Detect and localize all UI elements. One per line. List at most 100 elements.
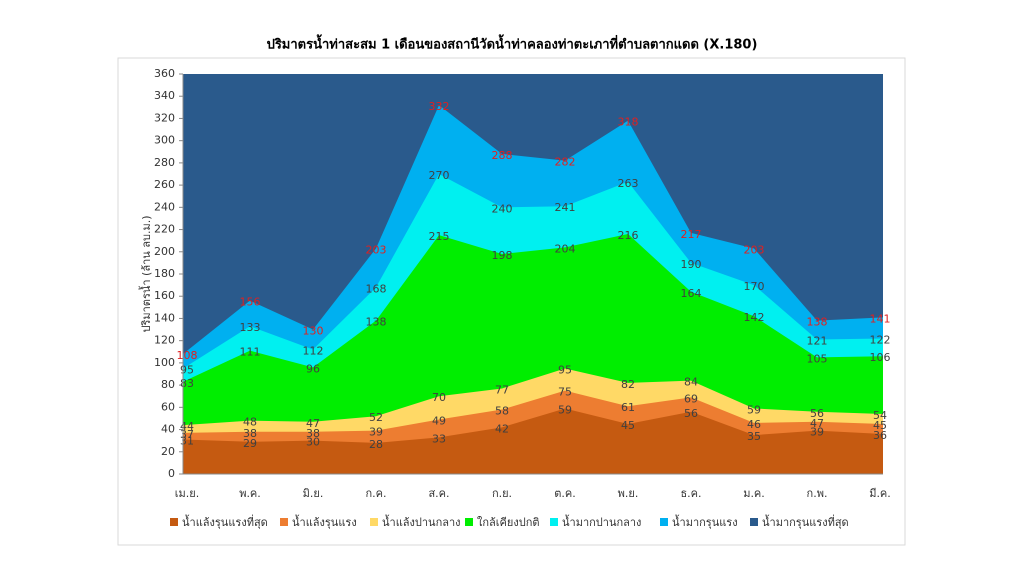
data-label: 105 xyxy=(807,352,828,365)
y-tick-label: 200 xyxy=(154,245,175,258)
data-label: 121 xyxy=(807,335,828,348)
data-label: 54 xyxy=(873,409,887,422)
data-label: 216 xyxy=(618,229,639,242)
x-tick-label: ส.ค. xyxy=(428,487,449,500)
data-label: 170 xyxy=(744,280,765,293)
y-tick-label: 300 xyxy=(154,134,175,147)
y-tick-label: 260 xyxy=(154,178,175,191)
y-axis-label: ปริมาตรน้ำ (ล้าน ลบ.ม.) xyxy=(138,215,153,332)
data-label: 138 xyxy=(807,316,828,329)
x-tick-label: พ.ค. xyxy=(239,487,261,500)
data-label: 96 xyxy=(306,362,320,375)
data-label: 35 xyxy=(747,430,761,443)
data-label: 168 xyxy=(366,282,387,295)
x-tick-label: เม.ย. xyxy=(175,487,199,500)
data-label: 29 xyxy=(243,437,257,450)
data-label: 198 xyxy=(492,249,513,262)
data-label: 263 xyxy=(618,177,639,190)
data-label: 47 xyxy=(810,417,824,430)
data-label: 332 xyxy=(429,100,450,113)
data-label: 111 xyxy=(240,346,261,359)
data-label: 39 xyxy=(369,426,383,439)
data-label: 69 xyxy=(684,392,698,405)
data-label: 217 xyxy=(681,228,702,241)
data-label: 215 xyxy=(429,230,450,243)
legend-swatch xyxy=(750,518,758,526)
data-label: 203 xyxy=(366,243,387,256)
data-label: 133 xyxy=(240,321,261,334)
data-label: 203 xyxy=(744,243,765,256)
y-tick-label: 100 xyxy=(154,356,175,369)
y-tick-label: 60 xyxy=(161,400,175,413)
y-tick-label: 0 xyxy=(168,467,175,480)
legend-label: น้ำมากปานกลาง xyxy=(562,514,641,529)
data-label: 45 xyxy=(621,419,635,432)
legend-swatch xyxy=(550,518,558,526)
data-label: 270 xyxy=(429,169,450,182)
y-tick-label: 220 xyxy=(154,223,175,236)
legend-swatch xyxy=(465,518,473,526)
data-label: 83 xyxy=(180,377,194,390)
data-label: 61 xyxy=(621,401,635,414)
data-label: 38 xyxy=(243,427,257,440)
legend-swatch xyxy=(370,518,378,526)
data-label: 33 xyxy=(432,432,446,445)
data-label: 59 xyxy=(747,403,761,416)
legend-label: น้ำมากรุนแรง xyxy=(672,514,738,529)
y-tick-label: 40 xyxy=(161,423,175,436)
y-tick-label: 140 xyxy=(154,311,175,324)
y-tick-label: 360 xyxy=(154,67,175,80)
legend-swatch xyxy=(660,518,668,526)
legend-label: น้ำแล้งปานกลาง xyxy=(382,514,461,529)
legend-label: น้ำแล้งรุนแรงที่สุด xyxy=(182,514,268,529)
x-tick-label: ก.ค. xyxy=(365,487,386,500)
data-label: 288 xyxy=(492,149,513,162)
data-label: 318 xyxy=(618,116,639,129)
data-label: 241 xyxy=(555,201,576,214)
y-tick-label: 120 xyxy=(154,334,175,347)
data-label: 52 xyxy=(369,411,383,424)
data-label: 141 xyxy=(870,312,891,325)
x-tick-label: มิ.ย. xyxy=(303,487,324,500)
x-tick-label: ต.ค. xyxy=(554,487,576,500)
data-label: 240 xyxy=(492,202,513,215)
x-tick-label: พ.ย. xyxy=(618,487,639,500)
data-label: 38 xyxy=(306,427,320,440)
y-tick-label: 340 xyxy=(154,89,175,102)
legend-label: น้ำมากรุนแรงที่สุด xyxy=(762,514,849,529)
data-label: 56 xyxy=(684,407,698,420)
data-label: 30 xyxy=(306,436,320,449)
data-label: 45 xyxy=(873,419,887,432)
data-label: 59 xyxy=(558,403,572,416)
area xyxy=(183,408,883,474)
data-label: 48 xyxy=(243,416,257,429)
y-tick-label: 80 xyxy=(161,378,175,391)
legend-swatch xyxy=(170,518,178,526)
data-label: 164 xyxy=(681,287,702,300)
x-tick-label: มี.ค. xyxy=(869,487,891,500)
data-label: 108 xyxy=(177,349,198,362)
chart-title: ปริมาตรน้ำท่าสะสม 1 เดือนของสถานีวัดน้ำท… xyxy=(267,34,758,53)
data-label: 70 xyxy=(432,391,446,404)
data-label: 122 xyxy=(870,333,891,346)
data-label: 282 xyxy=(555,156,576,169)
data-label: 56 xyxy=(810,407,824,420)
y-tick-label: 180 xyxy=(154,267,175,280)
legend-label: ใกล้เคียงปกติ xyxy=(477,516,540,529)
data-label: 82 xyxy=(621,378,635,391)
data-label: 77 xyxy=(495,383,509,396)
data-label: 84 xyxy=(684,376,698,389)
data-label: 39 xyxy=(810,426,824,439)
y-tick-label: 160 xyxy=(154,289,175,302)
data-label: 44 xyxy=(180,420,194,433)
data-label: 142 xyxy=(744,311,765,324)
y-tick-label: 280 xyxy=(154,156,175,169)
x-tick-label: ธ.ค. xyxy=(680,487,701,500)
y-tick-label: 20 xyxy=(161,445,175,458)
x-tick-label: ก.ย. xyxy=(492,487,512,500)
data-label: 58 xyxy=(495,405,509,418)
data-label: 106 xyxy=(870,351,891,364)
data-label: 42 xyxy=(495,422,509,435)
data-label: 46 xyxy=(747,418,761,431)
